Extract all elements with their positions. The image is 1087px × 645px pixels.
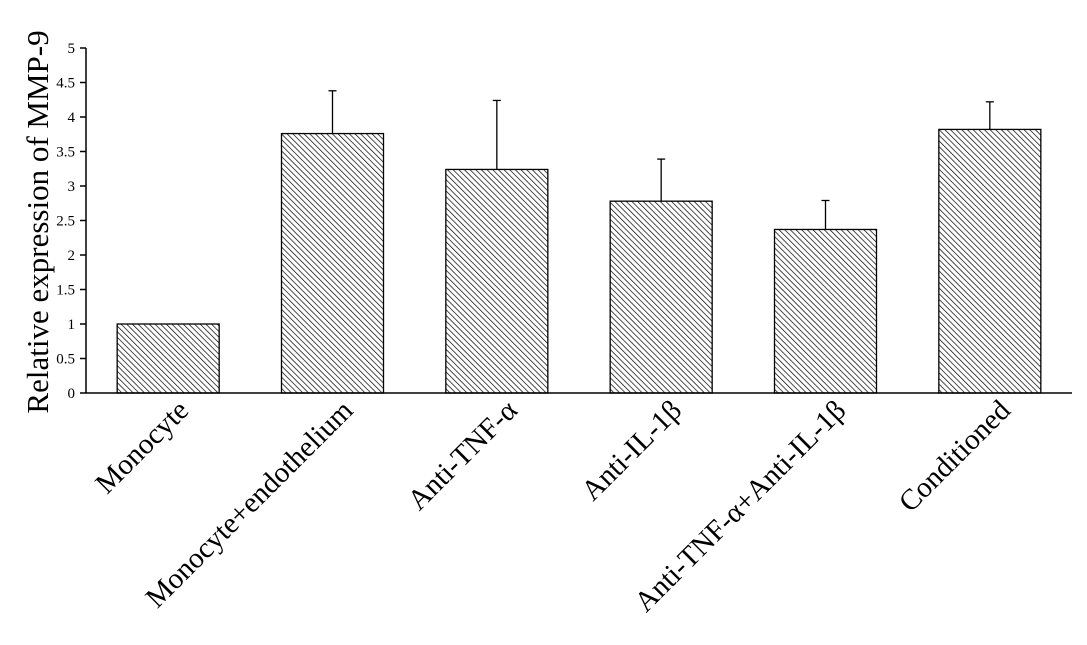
y-tick-label: 2.5 xyxy=(56,214,75,230)
y-tick-label: 5 xyxy=(68,41,76,57)
y-tick-label: 0 xyxy=(68,386,76,402)
bar xyxy=(609,200,713,394)
x-category-label: Conditioned xyxy=(893,394,1017,518)
x-category-label: Monocyte xyxy=(89,394,195,500)
y-axis-ticks: 0 0.5 1 1.5 2 2.5 3 3.5 4 4.5 5 xyxy=(56,41,86,402)
y-tick-label: 3.5 xyxy=(56,145,75,161)
y-tick-label: 4 xyxy=(68,110,76,126)
y-axis-label: Relative expression of MMP-9 xyxy=(20,30,55,413)
y-tick-label: 1 xyxy=(68,317,76,333)
bar xyxy=(280,132,385,394)
y-tick-label: 4.5 xyxy=(56,76,75,92)
bar xyxy=(445,168,549,394)
y-tick-label: 2 xyxy=(68,248,76,264)
y-tick-label: 0.5 xyxy=(56,352,75,368)
error-bars xyxy=(328,90,994,230)
x-category-label: Anti-IL-1β xyxy=(575,394,688,507)
y-tick-label: 1.5 xyxy=(56,283,75,299)
bars xyxy=(116,128,1042,394)
bar xyxy=(773,228,878,394)
bar xyxy=(938,128,1042,394)
y-tick-label: 3 xyxy=(68,179,76,195)
bar xyxy=(116,323,220,394)
x-category-label: Anti-TNF-α xyxy=(402,394,524,516)
